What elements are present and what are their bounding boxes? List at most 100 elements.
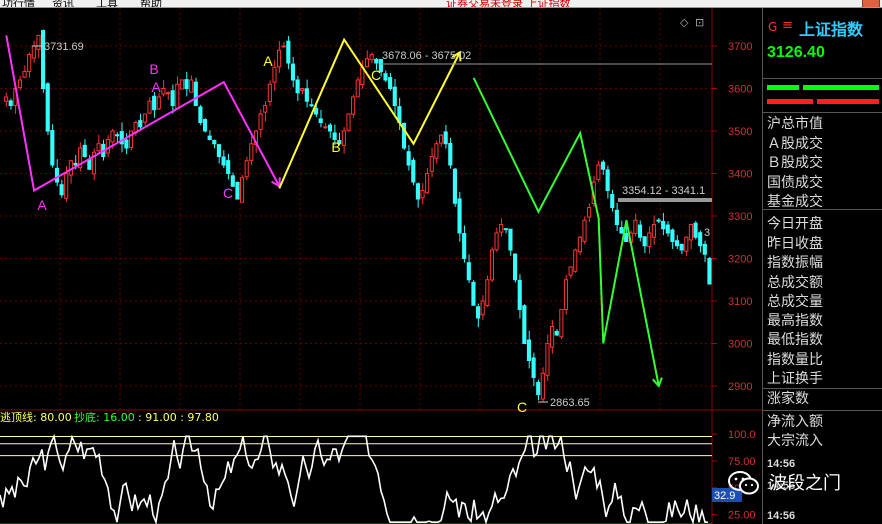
candle-body (545, 343, 550, 376)
candle-body (550, 326, 555, 348)
candle-body (17, 79, 23, 89)
candle-body (87, 158, 92, 170)
candle-body (531, 357, 536, 378)
candle-body (327, 124, 333, 132)
divider (763, 388, 882, 389)
candle-body (610, 194, 615, 208)
candle-body (230, 175, 235, 187)
time-label-1: 14:56 (767, 458, 796, 470)
candle-body (281, 45, 286, 48)
candle-body (392, 86, 397, 106)
candle-body (466, 262, 471, 281)
menu-item-tools[interactable]: 工具 (96, 0, 118, 8)
candle-body (179, 79, 184, 90)
arrow-head (652, 377, 663, 388)
y-tick-label: 3300 (728, 211, 752, 223)
candle-body (124, 139, 129, 149)
y-tick-label: 3600 (728, 84, 752, 96)
menu-item-help[interactable]: 帮助 (140, 0, 162, 8)
wave-label: A (263, 53, 273, 69)
candle-body (165, 92, 171, 95)
candle-body (374, 58, 379, 64)
menu-item-market[interactable]: 功行情 (2, 0, 35, 8)
candle-body (8, 100, 13, 107)
candle-body (679, 243, 684, 251)
candle-body (152, 95, 157, 111)
candle-body (438, 134, 444, 144)
candle-body (429, 156, 434, 172)
candle-body (401, 122, 407, 149)
candle-body (295, 79, 300, 94)
candle-body (346, 113, 351, 131)
candle-body (50, 129, 55, 166)
current-value-label: 32.9 (714, 490, 735, 502)
candle-body (434, 143, 439, 159)
candle-body (31, 45, 36, 59)
wave-label: C (223, 185, 233, 201)
candle-body (290, 63, 296, 81)
candle-body (684, 236, 689, 252)
wave-label: B (149, 61, 158, 77)
range-bar-2 (618, 198, 712, 202)
menu-item-news[interactable]: 资讯 (52, 0, 74, 8)
candle-body (156, 96, 161, 110)
candle-body (45, 83, 50, 132)
indicator-tick-label: 100.0 (728, 429, 756, 441)
chart-background (0, 8, 762, 524)
candle-body (698, 232, 703, 247)
y-tick-label: 3100 (728, 296, 752, 308)
info-label: 今日开盘 (767, 216, 823, 232)
candle-body (452, 168, 457, 204)
info-label: 最高指数 (767, 313, 823, 329)
expand-icon[interactable]: ⊡ (695, 16, 704, 29)
wave-line-magenta (5, 35, 281, 193)
index-price: 3126.40 (767, 44, 825, 61)
indicator-tick-label: 75.00 (728, 456, 756, 468)
candle-body (707, 257, 712, 285)
candle-body (633, 219, 638, 235)
time-label-2: 14:56 (767, 480, 796, 492)
candle-body (674, 240, 680, 247)
info-label: 总成交量 (767, 294, 823, 310)
indicator-values: : 91.00 : 97.80 (138, 411, 219, 424)
candle-body (485, 279, 490, 307)
candle-body (249, 143, 254, 161)
candle-body (318, 118, 323, 123)
candle-body (605, 169, 610, 192)
candle-body (202, 119, 208, 132)
candle-body (170, 90, 175, 107)
info-label: 基金成交 (767, 194, 823, 210)
candle-body (462, 233, 467, 260)
y-tick-label: 3200 (728, 254, 752, 266)
candle-body (337, 140, 342, 145)
watermark-text: 波段之门 (769, 473, 841, 494)
diamond-icon[interactable]: ◇ (680, 16, 689, 29)
candle-body (457, 198, 462, 234)
indicator-tick-label: 25.00 (728, 510, 756, 522)
candle-body (304, 88, 309, 102)
menu-icon[interactable]: ≡ (782, 18, 793, 33)
candle-body (147, 100, 152, 114)
candle-body (471, 281, 476, 306)
time-label-3: 14:56 (767, 510, 796, 522)
wave-line-green (472, 77, 660, 387)
candle-body (637, 224, 643, 238)
index-name[interactable]: 上证指数 (799, 20, 864, 39)
red-bar-1 (767, 99, 813, 104)
close-button[interactable] (862, 0, 880, 7)
wave-label: A (151, 79, 161, 95)
candle-body (665, 224, 670, 234)
g-badge[interactable]: G (768, 20, 778, 34)
divider (763, 78, 882, 79)
candle-body (175, 83, 180, 109)
candle-body (522, 305, 527, 344)
candle-body (341, 130, 346, 146)
candle-body (240, 177, 245, 203)
candle-body (642, 236, 647, 247)
candle-body (332, 132, 337, 141)
info-label: 指数振幅 (767, 255, 823, 271)
info-label: 大宗流入 (767, 433, 823, 449)
candle-body (600, 161, 606, 170)
candle-body (489, 249, 495, 281)
